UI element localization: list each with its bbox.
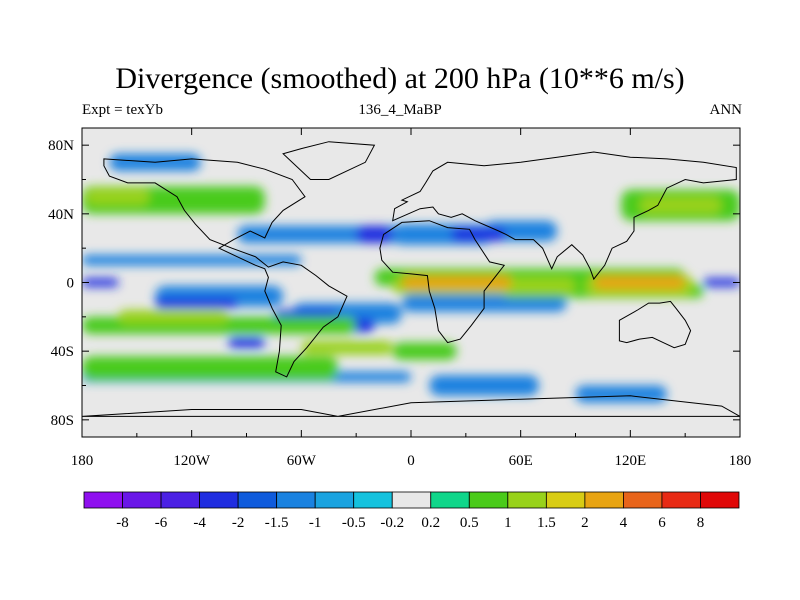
colorbar-label: 4 <box>620 515 628 531</box>
colorbar-label: 8 <box>697 515 705 531</box>
colorbar-box <box>160 491 200 509</box>
x-tick-label: 120W <box>173 453 211 469</box>
y-tick-label: 80S <box>51 413 74 429</box>
coastline <box>618 300 692 349</box>
x-tick-label: 60E <box>509 453 533 469</box>
divergence-region--2 <box>228 337 265 348</box>
divergence-region--2 <box>82 278 119 287</box>
coastline <box>392 151 737 281</box>
coastline <box>379 220 506 344</box>
colorbar-label: -1.5 <box>265 515 289 531</box>
season-label: ANN <box>709 102 743 118</box>
colorbar-label: -2 <box>232 515 245 531</box>
colorbar-box <box>276 491 316 509</box>
colorbar-label: 6 <box>658 515 666 531</box>
divergence-region-1 <box>85 188 150 206</box>
x-tick-label: 0 <box>407 453 415 469</box>
colorbar-box <box>430 491 470 509</box>
x-tick-label: 60W <box>287 453 317 469</box>
chart-title: Divergence (smoothed) at 200 hPa (10**6 … <box>115 62 685 95</box>
divergence-region-2 <box>401 275 512 290</box>
case-label: 136_4_MaBP <box>358 102 442 118</box>
divergence-region--2 <box>356 225 393 244</box>
colorbar-box <box>391 491 432 509</box>
colorbar-label: 1.5 <box>537 515 556 531</box>
colorbar-box <box>545 491 586 509</box>
colorbar-box <box>199 491 239 509</box>
y-tick-label: 0 <box>67 276 75 292</box>
colorbar-box <box>584 491 624 509</box>
y-tick-label: 40N <box>48 207 74 223</box>
colorbar-box <box>122 491 162 509</box>
divergence-region--1 <box>82 255 302 266</box>
divergence-region-0.5 <box>392 342 457 360</box>
x-tick-label: 180 <box>71 453 94 469</box>
colorbar-label: 0.2 <box>421 515 440 531</box>
divergence-region-1 <box>118 309 229 324</box>
colorbar-box <box>83 491 123 509</box>
divergence-region-2 <box>593 275 686 290</box>
divergence-region--1 <box>429 375 539 396</box>
divergence-region--2 <box>451 227 507 242</box>
colorbar-box <box>353 491 393 509</box>
colorbar-box <box>661 491 701 509</box>
colorbar-box <box>314 491 355 509</box>
divergence-region--1 <box>575 385 667 403</box>
colorbar: -8 -6 -4 -2 -1.5 -1 -0.5 -0.2 0.2 0.5 1 1.5 2 4 6 8 <box>83 491 740 531</box>
colorbar-label: 1 <box>504 515 512 531</box>
divergence-region-1 <box>301 340 393 355</box>
colorbar-label: -0.5 <box>342 515 366 531</box>
axis-ticks: 180 120W 60W 0 60E 120E 180 80N 40N 0 40S 80S <box>48 128 751 469</box>
coastline-outline <box>82 141 740 417</box>
experiment-label: Expt = texYb <box>82 102 163 118</box>
coastline <box>103 158 348 378</box>
colorbar-box <box>623 491 663 509</box>
divergence-region-0.5 <box>82 356 338 381</box>
y-tick-label: 40S <box>51 344 74 360</box>
colorbar-label: -6 <box>155 515 168 531</box>
y-tick-label: 80N <box>48 138 74 154</box>
colorbar-label: -1 <box>309 515 322 531</box>
x-tick-label: 180 <box>729 453 752 469</box>
coastline <box>82 395 740 417</box>
colorbar-label: -4 <box>193 515 206 531</box>
colorbar-label: 2 <box>581 515 589 531</box>
colorbar-label: -8 <box>116 515 129 531</box>
x-tick-label: 120E <box>614 453 646 469</box>
colorbar-box <box>700 491 740 509</box>
colorbar-box <box>468 491 509 509</box>
divergence-region--2 <box>155 297 238 309</box>
map-area <box>82 128 740 437</box>
colorbar-box <box>507 491 547 509</box>
divergence-region-1 <box>639 196 722 214</box>
divergence-region--2 <box>703 278 740 287</box>
colorbar-label: 0.5 <box>460 515 479 531</box>
coastline <box>282 141 376 180</box>
colorbar-label: -0.2 <box>380 515 404 531</box>
colorbar-box <box>237 491 278 509</box>
